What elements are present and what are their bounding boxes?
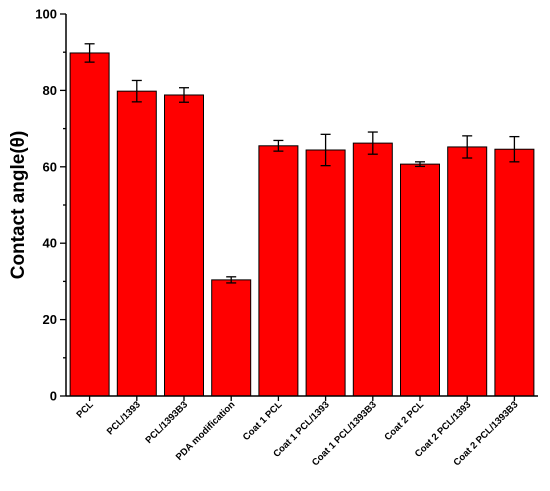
x-tick-label: Coat 2 PCL (383, 399, 427, 443)
x-tick-label: PCL (75, 399, 96, 420)
error-bars-group (84, 43, 520, 284)
bar (352, 142, 393, 397)
y-tick-label: 20 (43, 312, 57, 327)
y-ticks-group: 0 20 40 60 80 100 (35, 7, 66, 404)
bar (211, 279, 252, 397)
bar (447, 146, 488, 397)
bar (164, 94, 204, 397)
y-tick-label: 60 (43, 159, 57, 174)
x-tick-label: Coat 1 PCL (241, 399, 285, 443)
y-tick-label: 100 (35, 7, 57, 22)
bar (400, 163, 440, 397)
x-tick-label: PCL/1393 (105, 399, 143, 437)
bar (116, 90, 157, 397)
y-tick-label: 80 (43, 83, 57, 98)
bar (258, 145, 299, 397)
bar (494, 148, 535, 397)
bar (305, 149, 346, 397)
y-tick-label: 40 (43, 236, 57, 251)
bars-group (69, 52, 535, 397)
y-tick-label: 0 (50, 389, 57, 404)
x-tick-label: PCL/1393B3 (144, 399, 191, 446)
bar (69, 52, 110, 397)
y-axis-title: Contact angle(θ) (8, 131, 29, 280)
